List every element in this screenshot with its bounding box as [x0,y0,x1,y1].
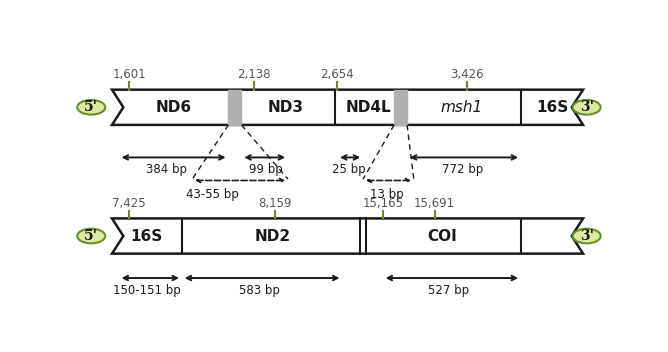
Text: 583 bp: 583 bp [239,284,280,297]
Bar [228,90,241,125]
Text: 2,138: 2,138 [238,68,271,81]
Text: 150-151 bp: 150-151 bp [113,284,180,297]
Text: 3': 3' [580,100,594,114]
Text: 772 bp: 772 bp [442,163,483,176]
Text: 16S: 16S [536,100,568,115]
Text: 1,601: 1,601 [112,68,146,81]
Text: 15,165: 15,165 [362,197,403,210]
Text: COI: COI [427,228,457,244]
Text: 25 bp: 25 bp [332,163,366,176]
Text: 2,654: 2,654 [321,68,354,81]
Text: ND4L: ND4L [345,100,391,115]
Text: msh1: msh1 [440,100,482,115]
Text: 5': 5' [84,229,98,243]
Polygon shape [112,90,583,125]
Polygon shape [112,218,583,254]
Text: 384 bp: 384 bp [146,163,187,176]
Text: 527 bp: 527 bp [428,284,470,297]
Text: 99 bp: 99 bp [249,163,283,176]
Text: 16S: 16S [131,228,163,244]
Text: 15,691: 15,691 [414,197,455,210]
Text: 13 bp: 13 bp [369,188,403,201]
Text: 5': 5' [84,100,98,114]
Text: 3': 3' [580,229,594,243]
Circle shape [77,100,106,115]
Bar [394,90,407,125]
Text: ND3: ND3 [267,100,303,115]
Text: ND6: ND6 [156,100,192,115]
Circle shape [572,100,601,115]
Text: ND2: ND2 [255,228,291,244]
Circle shape [77,229,106,243]
Text: 7,425: 7,425 [112,197,146,210]
Text: 43-55 bp: 43-55 bp [186,188,238,201]
Circle shape [572,229,601,243]
Text: 8,159: 8,159 [259,197,292,210]
Text: 3,426: 3,426 [450,68,484,81]
